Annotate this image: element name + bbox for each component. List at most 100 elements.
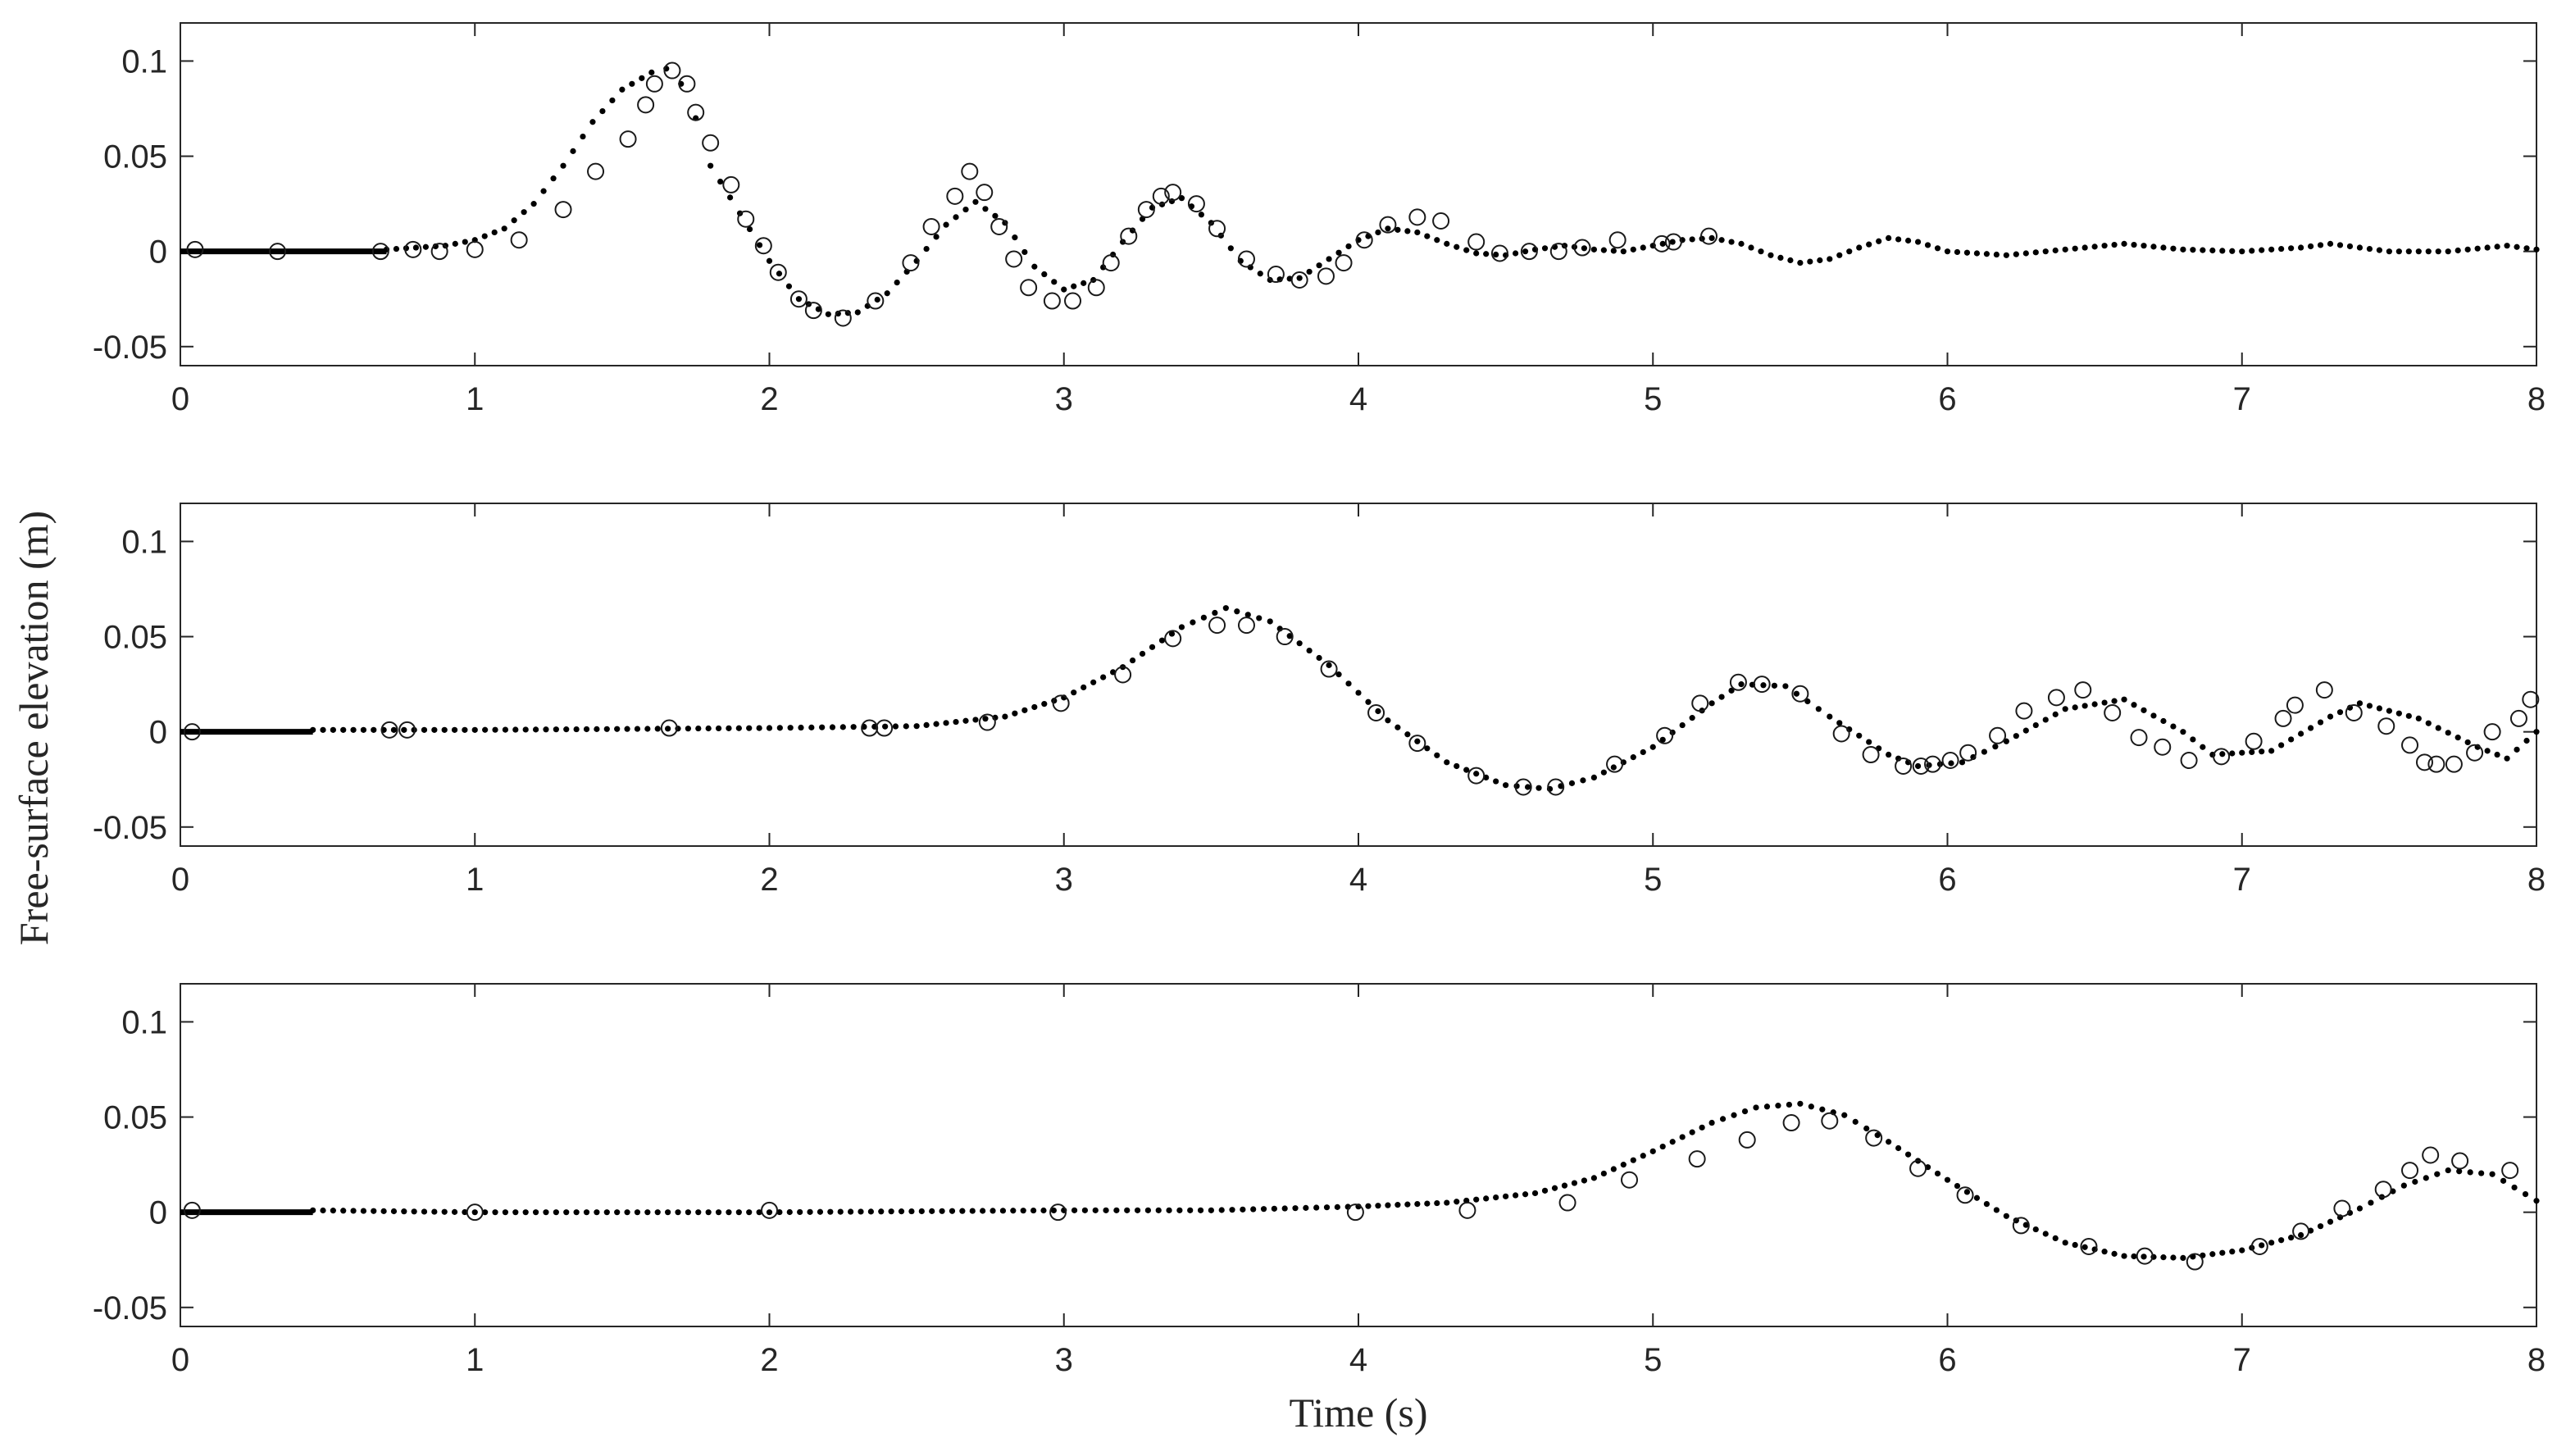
measurement-point bbox=[789, 290, 808, 308]
simulation-point bbox=[1659, 1143, 1666, 1150]
simulation-point bbox=[452, 240, 458, 247]
simulation-point bbox=[2219, 248, 2226, 254]
simulation-point bbox=[1041, 701, 1048, 708]
measurement-point bbox=[2415, 753, 2433, 771]
simulation-point bbox=[1659, 240, 1666, 247]
measurement-point bbox=[2047, 689, 2065, 707]
simulation-point bbox=[1503, 1193, 1509, 1199]
simulation-point bbox=[1444, 240, 1450, 247]
simulation-point bbox=[1669, 239, 1676, 245]
simulation-point bbox=[2522, 1191, 2529, 1198]
simulation-point bbox=[892, 723, 899, 730]
measurement-point bbox=[1290, 271, 1308, 289]
simulation-point bbox=[540, 188, 547, 194]
simulation-point bbox=[2062, 706, 2068, 712]
measurement-point bbox=[834, 309, 852, 327]
simulation-point bbox=[2415, 715, 2422, 722]
simulation-point bbox=[1610, 764, 1617, 771]
measurement-point bbox=[1664, 233, 1682, 251]
simulation-point bbox=[2288, 245, 2295, 252]
simulation-point bbox=[1580, 777, 1586, 784]
measurement-point bbox=[1821, 1112, 1839, 1130]
simulation-point bbox=[943, 221, 949, 228]
measurement-point bbox=[2522, 690, 2540, 708]
simulation-point bbox=[441, 726, 448, 733]
simulation-point bbox=[2268, 246, 2275, 253]
measurement-point bbox=[702, 134, 720, 152]
simulation-point bbox=[705, 725, 712, 732]
simulation-point bbox=[2091, 701, 2098, 708]
simulation-point bbox=[1281, 1205, 1288, 1212]
simulation-point bbox=[1841, 1112, 1848, 1118]
simulation-point bbox=[1404, 228, 1411, 234]
simulation-point bbox=[1846, 248, 1853, 255]
simulation-point bbox=[412, 244, 419, 251]
simulation-point bbox=[1886, 1139, 1892, 1145]
measurement-point bbox=[2374, 1181, 2392, 1199]
simulation-point bbox=[1817, 257, 1823, 264]
simulation-point bbox=[1568, 780, 1576, 786]
simulation-point bbox=[992, 212, 999, 219]
simulation-point bbox=[735, 1209, 742, 1216]
x-tick-label: 6 bbox=[1938, 1342, 1956, 1378]
measurement-point bbox=[1782, 1114, 1800, 1132]
simulation-point bbox=[1483, 1195, 1490, 1202]
simulation-point bbox=[1522, 1191, 1529, 1198]
simulation-point bbox=[1963, 249, 1971, 256]
measurement-point bbox=[2501, 1162, 2519, 1180]
simulation-point bbox=[1895, 236, 1902, 243]
simulation-point bbox=[2239, 1247, 2245, 1254]
simulation-point bbox=[1914, 762, 1922, 770]
measurement-point bbox=[678, 75, 696, 93]
measurement-point bbox=[645, 75, 663, 93]
simulation-point bbox=[999, 1208, 1007, 1214]
simulation-point bbox=[310, 726, 316, 733]
simulation-point bbox=[1590, 246, 1597, 253]
simulation-point bbox=[1993, 251, 2000, 258]
simulation-point bbox=[1741, 1108, 1749, 1115]
simulation-point bbox=[1463, 767, 1470, 773]
simulation-point bbox=[1187, 1207, 1194, 1213]
measurement-point bbox=[2186, 1253, 2204, 1271]
simulation-point bbox=[949, 1208, 956, 1214]
simulation-point bbox=[685, 726, 691, 732]
simulation-point bbox=[2327, 713, 2334, 720]
simulation-point bbox=[2052, 247, 2059, 254]
simulation-point bbox=[634, 1209, 641, 1216]
measurement-point bbox=[2451, 1152, 2469, 1170]
measurement-point bbox=[1467, 233, 1485, 251]
simulation-point bbox=[2259, 1242, 2265, 1249]
simulation-point bbox=[837, 1208, 844, 1215]
simulation-point bbox=[923, 721, 930, 729]
simulation-point bbox=[371, 1208, 377, 1214]
measurement-point bbox=[1120, 227, 1138, 245]
simulation-point bbox=[1948, 760, 1954, 767]
simulation-point bbox=[717, 178, 724, 185]
simulation-point bbox=[2467, 1169, 2473, 1176]
simulation-point bbox=[1836, 720, 1843, 726]
simulation-point bbox=[1640, 748, 1646, 756]
simulation-point bbox=[2327, 1218, 2334, 1225]
simulation-point bbox=[1777, 254, 1784, 262]
simulation-point bbox=[2278, 245, 2285, 253]
simulation-point bbox=[2484, 748, 2491, 754]
measurement-point bbox=[1367, 703, 1385, 721]
measurement-point bbox=[371, 243, 389, 261]
simulation-point bbox=[1414, 229, 1421, 236]
simulation-point bbox=[1934, 245, 1941, 252]
x-tick-label: 8 bbox=[2527, 862, 2546, 898]
simulation-point bbox=[2121, 696, 2127, 703]
simulation-point bbox=[1874, 1132, 1881, 1139]
simulation-point bbox=[1760, 682, 1767, 689]
simulation-point bbox=[1227, 245, 1234, 252]
simulation-point bbox=[1983, 251, 1990, 257]
simulation-point bbox=[1473, 771, 1480, 777]
measurement-point bbox=[1959, 744, 1977, 762]
y-tick-label: 0 bbox=[149, 234, 167, 271]
simulation-point bbox=[1620, 1162, 1626, 1168]
simulation-point bbox=[1176, 1207, 1183, 1213]
simulation-point bbox=[1738, 240, 1745, 247]
simulation-point bbox=[2239, 749, 2245, 756]
simulation-point bbox=[2170, 1254, 2177, 1261]
measurement-point bbox=[2286, 696, 2304, 714]
